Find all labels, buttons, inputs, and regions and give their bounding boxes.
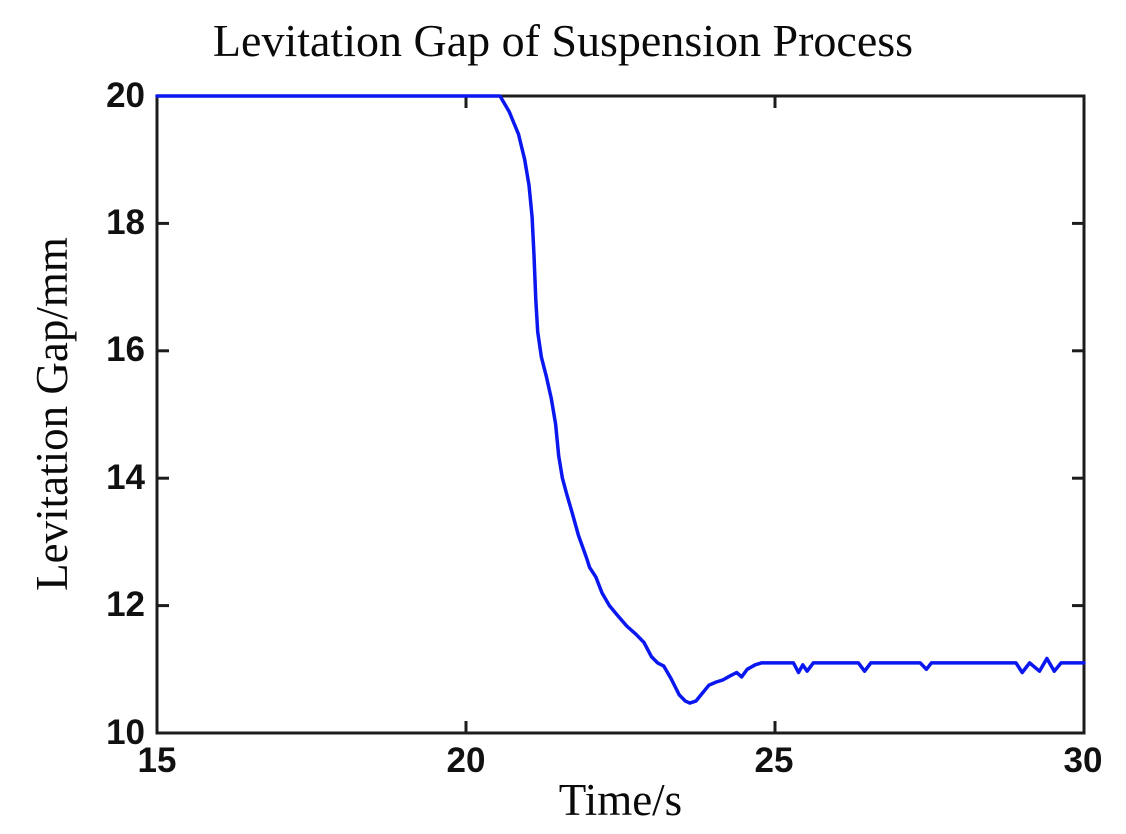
y-tick-label-12: 12 bbox=[106, 585, 145, 624]
x-tick-label-20: 20 bbox=[446, 741, 486, 780]
axis-box bbox=[155, 94, 1086, 735]
y-tick-label-14: 14 bbox=[106, 458, 145, 497]
x-axis-label: Time/s bbox=[558, 775, 683, 825]
y-tick-label-10: 10 bbox=[106, 713, 145, 752]
y-tick-label-18: 18 bbox=[106, 203, 145, 242]
axis-tick-marks bbox=[155, 94, 1086, 735]
levitation-gap-line bbox=[155, 94, 1086, 705]
y-tick-label-20: 20 bbox=[106, 76, 145, 115]
x-tick-label-25: 25 bbox=[754, 741, 794, 780]
x-tick-label-30: 30 bbox=[1063, 741, 1103, 780]
y-tick-label-16: 16 bbox=[106, 330, 145, 369]
x-tick-label-15: 15 bbox=[137, 741, 177, 780]
chart-title: Levitation Gap of Suspension Process bbox=[212, 15, 914, 66]
